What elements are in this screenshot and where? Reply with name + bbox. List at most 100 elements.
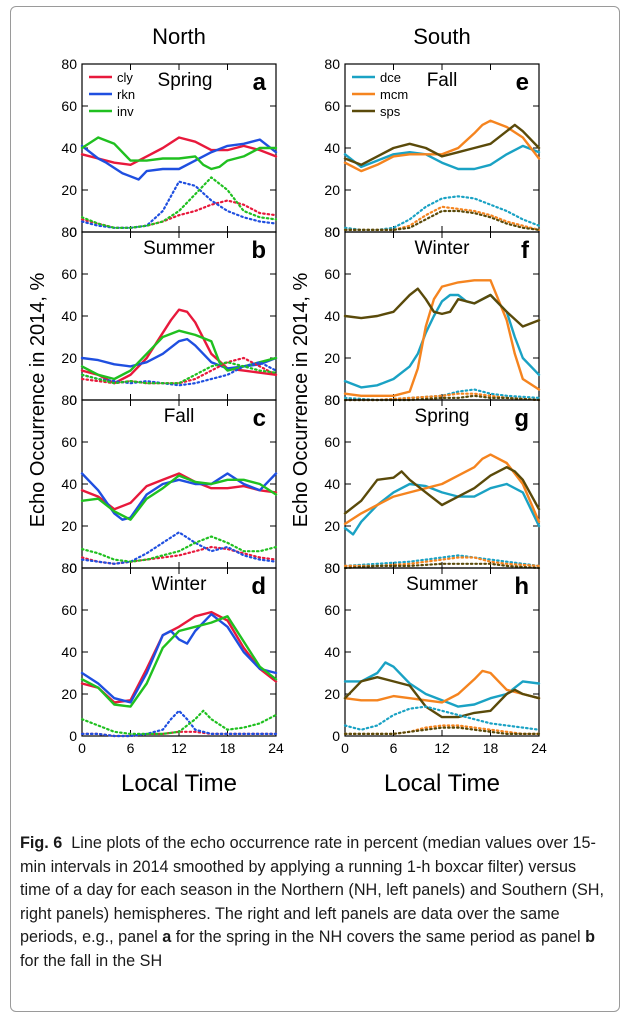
- panel-a-title: Spring: [158, 70, 213, 91]
- panel-d-series-rkn-solid: [80, 613, 278, 704]
- panel-b-ytick-label-40: 40: [61, 308, 77, 324]
- panel-c-title: Fall: [164, 406, 195, 427]
- panel-h-xtick-label-24: 24: [531, 740, 547, 756]
- panel-h-letter: h: [514, 573, 529, 600]
- caption-panel-a: a: [162, 928, 172, 946]
- panel-a-ytick-label-60: 60: [61, 98, 77, 114]
- panel-f-ytick-label-0: 0: [332, 392, 340, 408]
- panel-g-title: Spring: [415, 406, 470, 427]
- panel-d-series-inv-dotted: [80, 709, 278, 735]
- panel-c-ytick-label-0: 0: [69, 560, 77, 576]
- panel-e-ytick-label-40: 40: [324, 140, 340, 156]
- panel-a-legend-label-rkn: rkn: [117, 87, 135, 102]
- panel-a-letter: a: [253, 69, 267, 96]
- panel-b-ytick-label-60: 60: [61, 266, 77, 282]
- panel-c-ytick-label-80: 80: [61, 392, 77, 408]
- panel-d-xtick-label-24: 24: [268, 740, 284, 756]
- panel-e-series-sps-solid: [343, 123, 541, 166]
- panel-f-ytick-label-20: 20: [324, 350, 340, 366]
- panel-g-letter: g: [514, 405, 529, 432]
- panel-g-series-sps-dotted: [343, 562, 541, 570]
- panel-h-ytick-label-60: 60: [324, 602, 340, 618]
- panel-a-series-inv-solid: [80, 136, 278, 171]
- x-axis-label-north: Local Time: [121, 770, 237, 797]
- panel-c-series-inv-dotted: [80, 535, 278, 563]
- panel-g-series-dce-dotted: [343, 554, 541, 567]
- panel-f-series-mcm-dotted: [343, 392, 541, 402]
- panel-h-series-dce-solid: [343, 661, 541, 708]
- panel-a-ytick-label-40: 40: [61, 140, 77, 156]
- panel-a-ytick-label-0: 0: [69, 224, 77, 240]
- figure-caption: Fig. 6 Line plots of the echo occurrence…: [20, 832, 610, 973]
- panel-d-ytick-label-60: 60: [61, 602, 77, 618]
- panel-f-title: Winter: [415, 238, 471, 259]
- panel-d-xtick-label-0: 0: [78, 740, 86, 756]
- panel-f-ytick-label-40: 40: [324, 308, 340, 324]
- panel-b-ytick-label-20: 20: [61, 350, 77, 366]
- panel-b-series-rkn-solid: [80, 337, 278, 370]
- panel-b-ytick-label-0: 0: [69, 392, 77, 408]
- y-axis-label-south: Echo Occurrence in 2014, %: [290, 273, 312, 528]
- panel-h-series-mcm-solid: [343, 669, 541, 704]
- caption-end: for the fall in the SH: [20, 951, 163, 970]
- panel-h-title: Summer: [406, 574, 478, 595]
- panel-d-ytick-label-40: 40: [61, 644, 77, 660]
- panel-d-series-cly-solid: [80, 610, 278, 704]
- panel-h-xtick-label-12: 12: [434, 740, 450, 756]
- panel-g-series-dce-solid: [343, 482, 541, 536]
- panel-d-xtick-label-6: 6: [127, 740, 135, 756]
- panel-h-series-sps-solid: [343, 676, 541, 719]
- panel-h-xtick-label-0: 0: [341, 740, 349, 756]
- figure-chart: North South Echo Occurrence in 2014, % Loca…: [27, 24, 547, 797]
- panel-e-legend-label-mcm: mcm: [380, 87, 408, 102]
- panel-h-series-dce-dotted: [343, 705, 541, 731]
- panel-d-xtick-label-18: 18: [220, 740, 236, 756]
- panel-g-series-mcm-solid: [343, 453, 541, 526]
- panel-b-letter: b: [251, 237, 266, 264]
- caption-label: Fig. 6: [20, 834, 63, 852]
- panel-a-series-inv-dotted: [80, 176, 278, 229]
- panel-e-ytick-label-20: 20: [324, 182, 340, 198]
- panel-h-series-sps-dotted: [343, 726, 541, 735]
- panel-e-title: Fall: [427, 70, 458, 91]
- panel-e-ytick-label-80: 80: [324, 56, 340, 72]
- panel-h-ytick-label-20: 20: [324, 686, 340, 702]
- panel-h-ytick-label-0: 0: [332, 728, 340, 744]
- panel-e-ytick-label-60: 60: [324, 98, 340, 114]
- column-title-south: South: [413, 24, 471, 49]
- panel-c-series-cly-solid: [80, 472, 278, 511]
- panel-c-series-rkn-dotted: [80, 531, 278, 565]
- panel-e-ytick-label-0: 0: [332, 224, 340, 240]
- panel-g-series-mcm-dotted: [343, 556, 541, 567]
- panel-f-series-dce-solid: [343, 293, 541, 389]
- panel-a-ytick-label-80: 80: [61, 56, 77, 72]
- figure-frame: [10, 6, 620, 1012]
- panel-d-series-rkn-dotted: [80, 709, 278, 738]
- panel-a-series-rkn-dotted: [80, 180, 278, 229]
- panel-a-series-cly-dotted: [80, 199, 278, 229]
- panel-f-letter: f: [521, 237, 530, 264]
- panel-h-xtick-label-6: 6: [390, 740, 398, 756]
- panel-a-series-cly-solid: [80, 136, 278, 166]
- panel-c-letter: c: [253, 405, 266, 432]
- panel-g-ytick-label-60: 60: [324, 434, 340, 450]
- panel-f-series-dce-dotted: [343, 388, 541, 402]
- panel-e-series-dce-solid: [343, 144, 541, 171]
- panel-d-ytick-label-20: 20: [61, 686, 77, 702]
- x-axis-label-south: Local Time: [384, 770, 500, 797]
- panel-g-ytick-label-40: 40: [324, 476, 340, 492]
- panel-g-ytick-label-0: 0: [332, 560, 340, 576]
- caption-text: Line plots of the echo occurrence rate i…: [20, 834, 604, 946]
- panel-a-ytick-label-20: 20: [61, 182, 77, 198]
- panel-d-series-inv-solid: [80, 615, 278, 708]
- panel-e-legend-label-sps: sps: [380, 104, 401, 119]
- panel-a-series-rkn-solid: [80, 138, 278, 181]
- panel-g-series-sps-solid: [343, 466, 541, 515]
- panel-e-series-sps-dotted: [343, 209, 541, 231]
- caption-panel-b: b: [585, 928, 596, 946]
- panel-d-ytick-label-0: 0: [69, 728, 77, 744]
- y-axis-label-north: Echo Occurrence in 2014, %: [27, 273, 49, 528]
- column-title-north: North: [152, 24, 206, 49]
- panel-g-ytick-label-80: 80: [324, 392, 340, 408]
- panel-e-letter: e: [516, 69, 529, 96]
